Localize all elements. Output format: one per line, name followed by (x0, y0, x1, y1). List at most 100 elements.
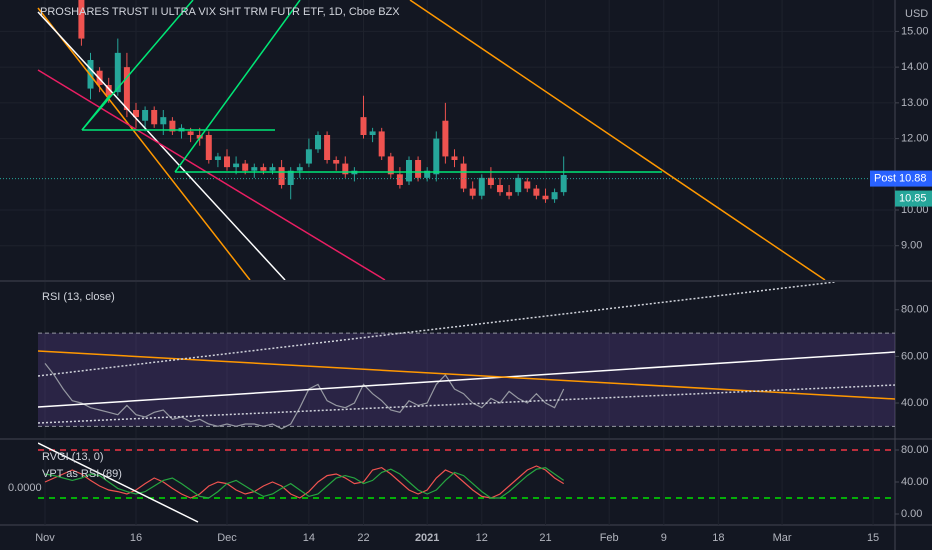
x-tick-label: 15 (867, 532, 879, 544)
candle-body (114, 52, 121, 93)
pane-title: RSI (13, close) (42, 291, 115, 303)
x-tick-label: 2021 (415, 532, 439, 544)
candle-body (369, 131, 376, 135)
candle-body (415, 160, 422, 178)
candle-body (287, 170, 294, 185)
series-line (44, 465, 565, 499)
candle-body (251, 167, 258, 171)
x-tick-label: 16 (130, 532, 142, 544)
candle-body (333, 160, 340, 164)
pane-subtitle: VPT as RSI (89) (42, 468, 122, 480)
price-box (895, 170, 932, 187)
candle-body (469, 188, 476, 196)
trend-line (409, 0, 826, 280)
candle-body (478, 177, 485, 196)
post-price-label: 10.88 (899, 172, 927, 184)
candle-body (442, 120, 449, 157)
x-tick-label: Mar (773, 532, 792, 544)
candle-body (142, 110, 149, 121)
last-price-box (895, 190, 932, 207)
pane-title: RVGI (13, 0) (42, 451, 104, 463)
x-tick-label: Nov (35, 532, 55, 544)
x-tick-label: 9 (661, 532, 667, 544)
trend-line (81, 94, 111, 131)
candle-body (133, 110, 140, 118)
candle-body (551, 192, 558, 200)
candle-body (487, 177, 494, 185)
candle-body (324, 135, 331, 160)
y-tick-label: 9.00 (901, 240, 922, 252)
candle-body (278, 167, 285, 185)
last-price-label: 10.85 (899, 192, 927, 204)
candle-body (296, 167, 303, 171)
candle-body (542, 195, 549, 200)
candle-body (205, 135, 212, 160)
drawings (38, 442, 199, 523)
candle-body (387, 156, 394, 175)
y-tick-label: 15.00 (901, 25, 929, 37)
candle-body (451, 156, 458, 160)
left-scale-label: 0.0000 (8, 482, 42, 494)
candle-body (260, 167, 267, 171)
candle-body (314, 135, 321, 150)
candle-body (496, 185, 503, 193)
candle-body (223, 156, 230, 168)
y-tick-label: 10.00 (901, 204, 929, 216)
trend-line (38, 442, 199, 523)
candle-body (269, 167, 276, 171)
y-tick-label: 0.00 (901, 508, 922, 520)
y-tick-label: 40.00 (901, 476, 929, 488)
x-tick-label: 14 (303, 532, 315, 544)
trend-line (174, 0, 301, 173)
x-tick-label: 18 (712, 532, 724, 544)
candle-body (524, 181, 531, 189)
candle-body (342, 163, 349, 175)
candle-body (233, 163, 240, 168)
candle-body (305, 149, 312, 164)
drawings (37, 0, 826, 280)
trend-line (38, 351, 895, 408)
trend-line (37, 69, 386, 280)
candle-body (105, 85, 112, 96)
currency: USD (905, 8, 928, 20)
candle-body (560, 175, 567, 193)
candle-body (433, 138, 440, 175)
trend-line (38, 350, 895, 400)
trend-line (81, 0, 194, 131)
y-tick-label: 14.00 (901, 61, 929, 73)
candle-body (360, 117, 367, 135)
x-tick-label: 12 (476, 532, 488, 544)
post-label: Post (874, 172, 896, 184)
candle-body (123, 67, 130, 110)
series-line (44, 363, 565, 430)
rvgi-pane (38, 440, 895, 525)
y-tick-label: 40.00 (901, 397, 929, 409)
candle-body (506, 192, 513, 196)
candle-body (460, 163, 467, 189)
x-tick-label: 22 (357, 532, 369, 544)
trend-line (37, 7, 251, 280)
y-tick-label: 80.00 (901, 304, 929, 316)
x-tick-label: Feb (600, 532, 619, 544)
candle-body (169, 120, 176, 132)
trend-line (38, 384, 895, 424)
candle-body (515, 177, 522, 193)
trend-line (38, 282, 836, 377)
candle-body (160, 117, 167, 125)
y-tick-label: 80.00 (901, 444, 929, 456)
candle-body (214, 156, 221, 160)
candle-body (405, 160, 412, 182)
candle-body (187, 131, 194, 135)
y-tick-label: 13.00 (901, 97, 929, 109)
chart-title: PROSHARES TRUST II ULTRA VIX SHT TRM FUT… (40, 6, 400, 18)
trend-line (37, 11, 286, 280)
candle-body (396, 174, 403, 185)
y-tick-label: 60.00 (901, 350, 929, 362)
x-tick-label: Dec (217, 532, 237, 544)
candle-body (424, 170, 431, 178)
candle-body (533, 188, 540, 196)
candle-body (78, 0, 85, 39)
x-tick-label: 21 (539, 532, 551, 544)
